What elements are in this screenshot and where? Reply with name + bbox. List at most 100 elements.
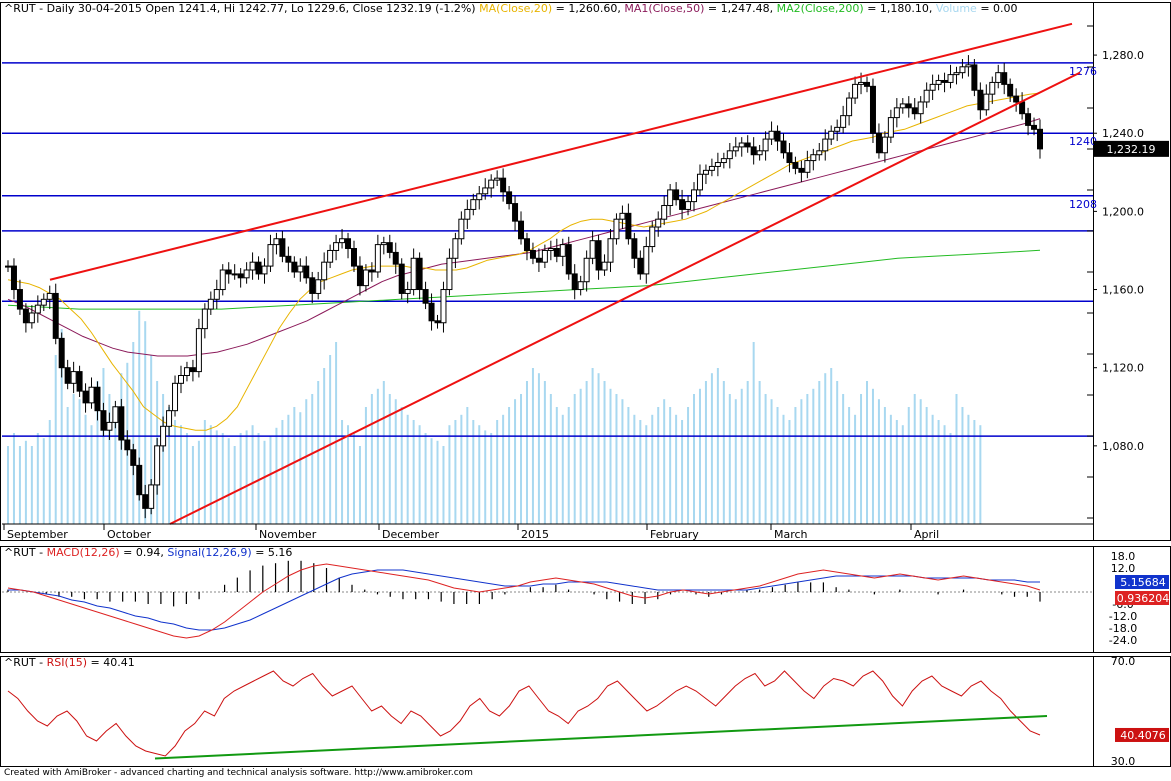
candle-body bbox=[864, 81, 871, 87]
candle-body bbox=[285, 255, 292, 263]
volume-bar bbox=[30, 446, 33, 524]
candle-body bbox=[529, 249, 536, 259]
volume-bar bbox=[72, 394, 75, 524]
candle-body bbox=[786, 152, 793, 164]
candle-body bbox=[261, 265, 268, 275]
volume-bar bbox=[454, 420, 457, 524]
volume-bar bbox=[669, 407, 672, 524]
volume-bar bbox=[293, 407, 296, 524]
candle-body bbox=[685, 201, 692, 210]
volume-bar bbox=[782, 414, 785, 524]
candle-body bbox=[858, 81, 865, 85]
candle-body bbox=[875, 132, 882, 154]
volume-bar bbox=[722, 381, 725, 524]
month-label: March bbox=[774, 528, 808, 541]
candle-body bbox=[905, 103, 912, 109]
volume-bar bbox=[746, 381, 749, 524]
candle-body bbox=[345, 238, 352, 250]
volume-bar bbox=[639, 420, 642, 524]
y-tick-label: 1,160.0 bbox=[1102, 284, 1144, 297]
candle-body bbox=[231, 273, 238, 276]
volume-bar bbox=[299, 412, 302, 524]
candle-body bbox=[380, 242, 387, 246]
candle-body bbox=[708, 165, 715, 171]
volume-bar bbox=[54, 355, 57, 524]
volume-bar bbox=[561, 414, 564, 524]
volume-bar bbox=[848, 407, 851, 524]
candle-body bbox=[780, 140, 787, 154]
volume-bar bbox=[502, 414, 505, 524]
candle-body bbox=[94, 386, 101, 412]
candle-body bbox=[589, 240, 596, 259]
candle-body bbox=[297, 265, 304, 273]
candle-body bbox=[1025, 113, 1032, 126]
candle-body bbox=[243, 269, 250, 279]
volume-bar bbox=[812, 388, 815, 524]
y-tick-label: 1,240.0 bbox=[1102, 127, 1144, 140]
volume-bar bbox=[520, 394, 523, 524]
candle-body bbox=[774, 130, 781, 142]
candle-body bbox=[482, 187, 489, 195]
volume-bar bbox=[287, 414, 290, 524]
signal-line bbox=[8, 569, 1040, 631]
candle-body bbox=[661, 205, 668, 220]
candle-body bbox=[989, 81, 996, 95]
candle-body bbox=[267, 244, 274, 267]
candle-body bbox=[350, 248, 357, 267]
y-tick-label: 1,080.0 bbox=[1102, 440, 1144, 453]
candle-body bbox=[565, 244, 572, 275]
candle-body bbox=[321, 261, 328, 281]
ma50-label: MA1(Close,50) bbox=[624, 2, 705, 15]
candle-body bbox=[1019, 101, 1026, 115]
volume-bar bbox=[555, 407, 558, 524]
volume-bar bbox=[496, 420, 499, 524]
volume-value: = 0.00 bbox=[976, 2, 1018, 15]
candle-body bbox=[207, 298, 214, 310]
candle-body bbox=[828, 130, 835, 140]
candle-body bbox=[70, 371, 77, 384]
volume-bar bbox=[854, 414, 857, 524]
candle-body bbox=[225, 269, 232, 275]
volume-bar bbox=[66, 407, 69, 524]
volume-bar bbox=[830, 368, 833, 524]
volume-bar bbox=[257, 433, 260, 524]
volume-bar bbox=[615, 394, 618, 524]
volume-bar bbox=[693, 394, 696, 524]
candle-body bbox=[798, 167, 805, 173]
volume-bar bbox=[215, 430, 218, 524]
volume-bar bbox=[866, 381, 869, 524]
volume-bar bbox=[597, 373, 600, 524]
volume-bar bbox=[191, 446, 194, 524]
volume-bar bbox=[48, 420, 51, 524]
volume-bar bbox=[627, 407, 630, 524]
candle-body bbox=[386, 242, 393, 253]
volume-bar bbox=[860, 394, 863, 524]
candle-body bbox=[10, 265, 17, 291]
candle-body bbox=[398, 263, 405, 294]
candle-body bbox=[404, 289, 411, 294]
candles bbox=[5, 55, 1043, 519]
candle-body bbox=[768, 130, 775, 140]
candle-body bbox=[458, 218, 465, 240]
volume-bar bbox=[943, 425, 946, 524]
volume-bar bbox=[579, 388, 582, 524]
volume-bar bbox=[573, 394, 576, 524]
volume-bar bbox=[633, 414, 636, 524]
volume-bar bbox=[168, 407, 171, 524]
volume-bar bbox=[794, 407, 797, 524]
volume-bar bbox=[698, 388, 701, 524]
candle-body bbox=[893, 107, 900, 119]
macd-y-label: -12.0 bbox=[1109, 610, 1137, 623]
macd-value-label: 0.936204 bbox=[1117, 592, 1170, 605]
macd-value-box bbox=[1115, 591, 1169, 605]
candle-body bbox=[846, 97, 853, 117]
candle-body bbox=[583, 257, 590, 283]
signal-label: Signal(12,26,9) bbox=[167, 546, 252, 559]
candle-body bbox=[595, 240, 602, 271]
candle-body bbox=[923, 89, 930, 103]
volume-bar bbox=[514, 399, 517, 524]
volume-bar bbox=[824, 373, 827, 524]
y-tick-label: 1,280.0 bbox=[1102, 49, 1144, 62]
candle-body bbox=[333, 242, 340, 251]
